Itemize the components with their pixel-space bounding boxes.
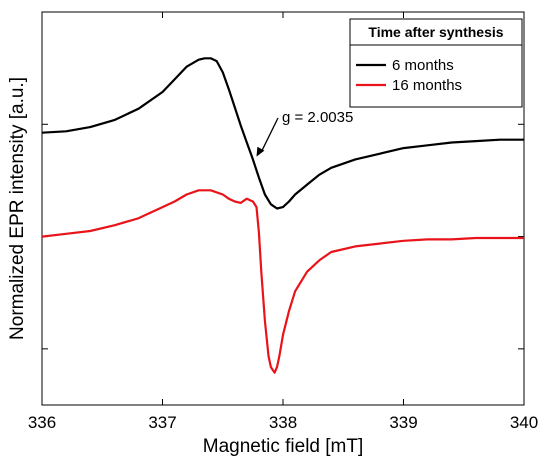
x-tick-label-337: 337 xyxy=(148,413,176,432)
legend: Time after synthesis 6 months 16 months xyxy=(349,18,523,108)
annotation-text: g = 2.0035 xyxy=(282,109,353,126)
annotation-arrow-head xyxy=(256,146,265,157)
legend-label-16-months: 16 months xyxy=(392,77,462,94)
series-line-16-months xyxy=(41,189,524,374)
x-tick-labels: 336 337 338 339 340 xyxy=(28,413,538,432)
legend-title: Time after synthesis xyxy=(368,24,503,40)
series-line-6-months xyxy=(41,57,524,210)
x-tick-label-339: 339 xyxy=(389,413,417,432)
x-tick-label-340: 340 xyxy=(510,413,538,432)
x-tick-label-338: 338 xyxy=(269,413,297,432)
series-layer xyxy=(41,57,524,374)
legend-label-6-months: 6 months xyxy=(392,57,454,74)
y-axis-label: Normalized EPR intensity [a.u.] xyxy=(7,77,28,340)
annotation-arrow-line xyxy=(260,117,279,152)
legend-box xyxy=(349,18,523,108)
x-axis-label: Magnetic field [mT] xyxy=(203,436,364,457)
g-value-annotation: g = 2.0035 xyxy=(256,109,353,157)
x-tick-label-336: 336 xyxy=(28,413,56,432)
